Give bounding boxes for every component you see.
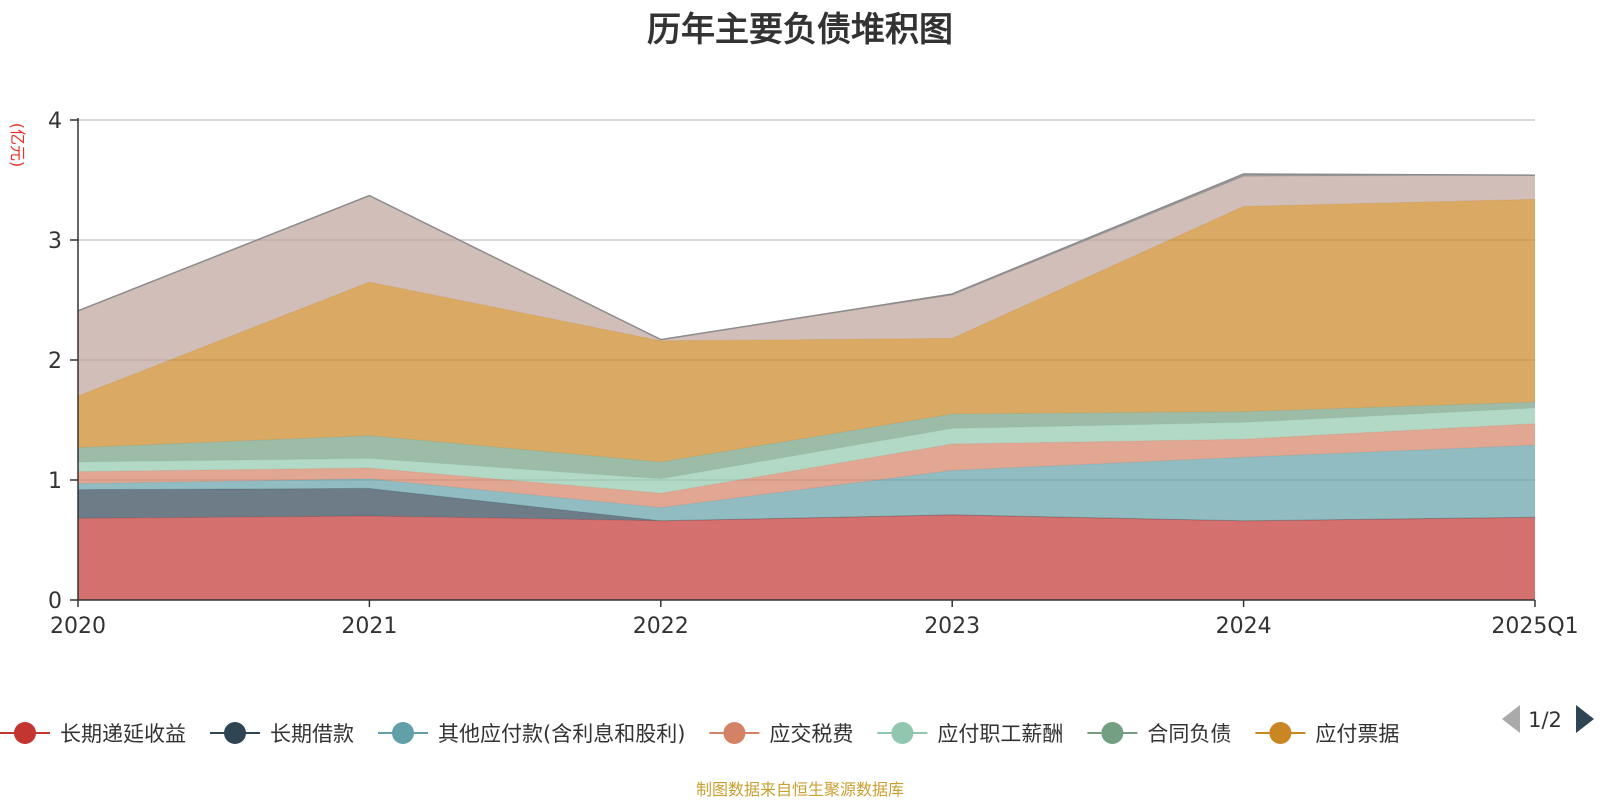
chart-title: 历年主要负债堆积图: [647, 10, 953, 50]
area-series-7: [78, 175, 1535, 396]
legend-item-0[interactable]: 长期递延收益: [0, 722, 186, 746]
x-tick-label: 2020: [50, 614, 106, 639]
y-tick-label: 3: [48, 229, 62, 254]
x-tick-label: 2024: [1216, 614, 1272, 639]
legend: 长期递延收益 长期借款 其他应付款(含利息和股利) 应交税费 应付职工薪酬 合同负债 应付票…: [0, 722, 1399, 746]
x-tick-label: 2025Q1: [1491, 614, 1578, 639]
legend-page-indicator: 1/2: [1528, 708, 1562, 732]
legend-item-1[interactable]: 长期借款: [210, 722, 354, 746]
area-series-3: [78, 423, 1535, 508]
x-tick-label: 2022: [633, 614, 689, 639]
y-tick-label: 1: [48, 469, 62, 494]
y-tick-label: 4: [48, 109, 62, 134]
legend-label: 长期借款: [270, 722, 354, 746]
area-series-1: [78, 488, 1535, 521]
axes: 0 1 2 3 4 2020 2021 2022 2023 2024 2025Q1: [48, 109, 1579, 639]
legend-label: 长期递延收益: [60, 722, 186, 746]
legend-marker: [891, 722, 914, 744]
legend-label: 其他应付款(含利息和股利): [438, 722, 685, 746]
legend-marker: [1269, 722, 1292, 744]
series-line-6: [77, 198, 1536, 397]
series-line-4: [77, 407, 1536, 480]
legend-item-5[interactable]: 合同负债: [1087, 722, 1231, 746]
legend-item-2[interactable]: 其他应付款(含利息和股利): [378, 722, 685, 746]
area-series-0: [78, 514, 1535, 600]
area-series-5: [78, 402, 1535, 479]
legend-next-icon[interactable]: [1576, 705, 1594, 733]
legend-marker: [14, 722, 36, 744]
legend-label: 应付职工薪酬: [937, 722, 1063, 746]
area-series-group: [77, 173, 1536, 600]
legend-label: 应交税费: [769, 722, 853, 746]
legend-item-3[interactable]: 应交税费: [709, 722, 853, 746]
legend-item-6[interactable]: 应付票据: [1255, 722, 1399, 746]
area-series-4: [78, 408, 1535, 494]
x-tick-label: 2023: [924, 614, 980, 639]
area-series-2: [78, 445, 1535, 521]
legend-label: 合同负债: [1147, 722, 1231, 746]
stack-top-outline: [77, 173, 1536, 341]
legend-marker: [1101, 722, 1124, 744]
y-tick-label: 0: [48, 589, 62, 614]
y-axis-unit-label: (亿元): [8, 123, 27, 168]
legend-prev-icon[interactable]: [1502, 705, 1520, 733]
legend-label: 应付票据: [1315, 722, 1399, 746]
area-series-6: [78, 199, 1535, 462]
legend-item-4[interactable]: 应付职工薪酬: [877, 722, 1063, 746]
x-tick-label: 2021: [341, 614, 397, 639]
legend-pager: 1/2: [1502, 705, 1594, 733]
y-tick-label: 2: [48, 349, 62, 374]
source-note: 制图数据来自恒生聚源数据库: [695, 780, 904, 799]
legend-marker: [723, 722, 746, 744]
legend-marker: [224, 722, 246, 744]
legend-marker: [392, 722, 414, 744]
